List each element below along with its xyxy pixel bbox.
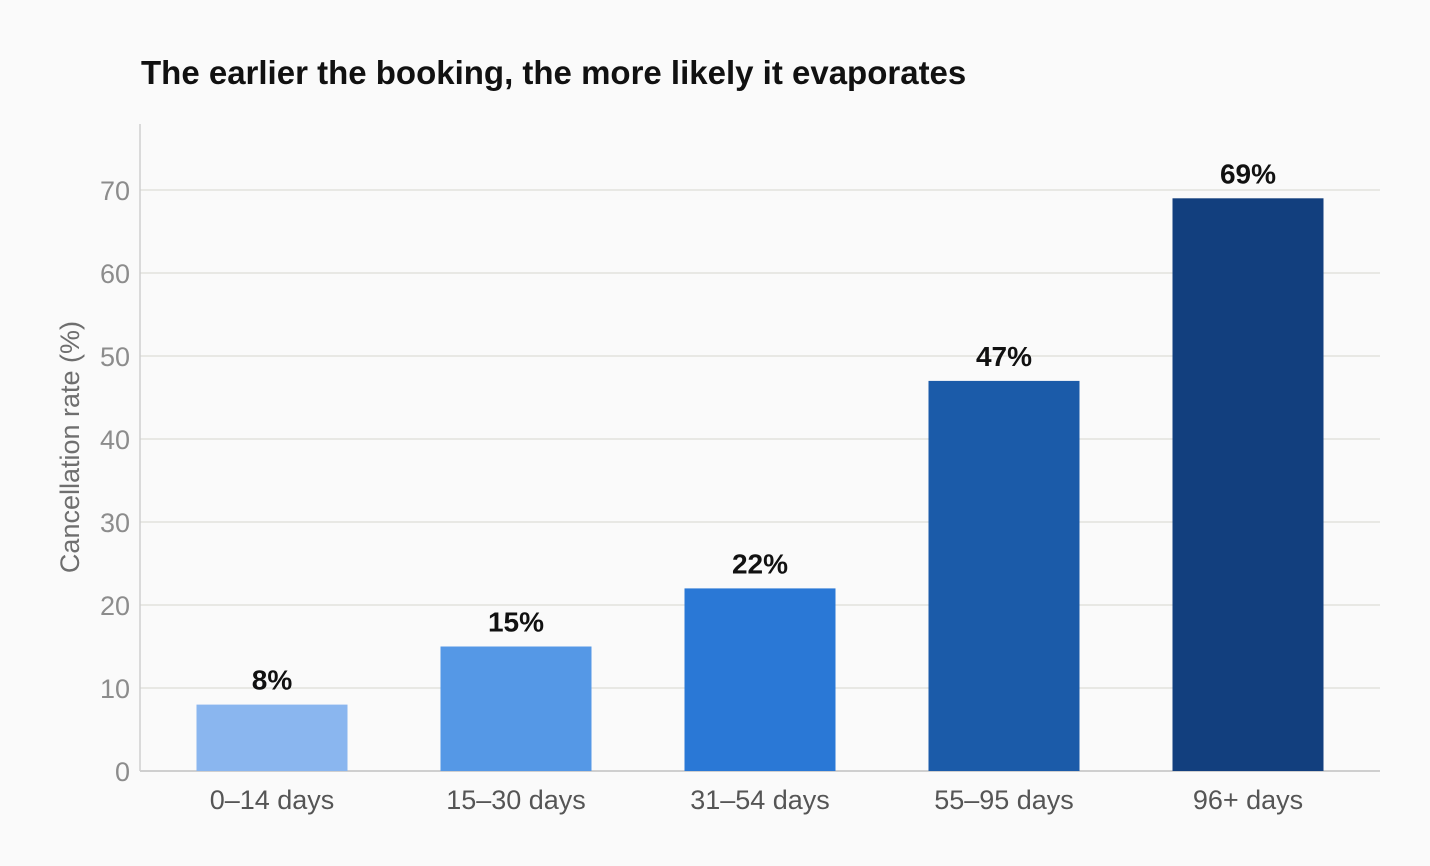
y-tick-label: 0 (115, 757, 130, 787)
y-tick-label: 30 (100, 508, 130, 538)
x-tick-label: 55–95 days (934, 785, 1074, 815)
bar-5 (1172, 198, 1324, 772)
y-tick-label: 10 (100, 674, 130, 704)
bar-value-label: 22% (732, 548, 788, 579)
chart-title: The earlier the booking, the more likely… (141, 54, 967, 91)
y-tick-label: 20 (100, 591, 130, 621)
bar-value-label: 69% (1220, 158, 1276, 189)
bars (196, 198, 1324, 772)
bar-value-label: 47% (976, 341, 1032, 372)
y-tick-label: 60 (100, 259, 130, 289)
x-tick-label: 31–54 days (690, 785, 830, 815)
bar-3 (684, 588, 836, 771)
bar-value-label: 15% (488, 607, 544, 638)
bar-1 (196, 704, 348, 771)
y-tick-label: 70 (100, 176, 130, 206)
bar-2 (440, 646, 592, 771)
y-axis-title: Cancellation rate (%) (55, 321, 85, 573)
labels: 0 10 20 30 40 50 60 70 8% 0–14 days 15% 15–30 days 2… (100, 158, 1303, 815)
x-tick-label: 15–30 days (446, 785, 586, 815)
y-tick-label: 40 (100, 425, 130, 455)
x-tick-label: 96+ days (1193, 785, 1303, 815)
bar-4 (928, 380, 1080, 771)
bar-value-label: 8% (252, 665, 293, 696)
y-tick-label: 50 (100, 342, 130, 372)
x-tick-label: 0–14 days (210, 785, 335, 815)
